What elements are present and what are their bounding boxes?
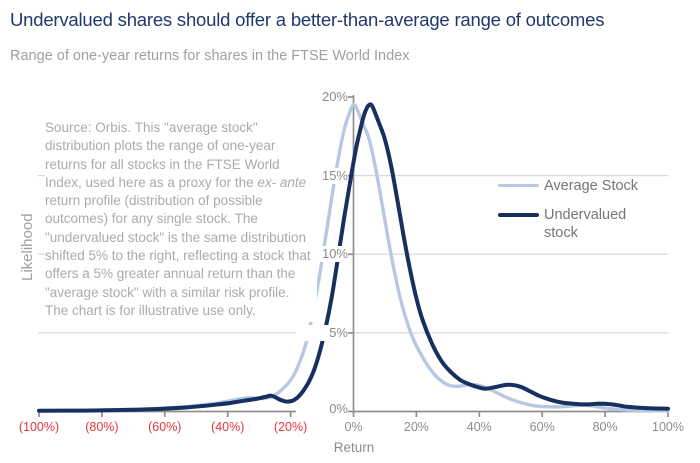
x-axis-title: Return [333,440,375,455]
x-tick-label: 20% [403,420,429,434]
undervalued-stock-legend-line [498,213,539,217]
page-title: Undervalued shares should offer a better… [10,9,605,30]
source-annotation: Source: Orbis. This "average stock" dist… [45,118,317,323]
x-tick-label: (40%) [211,420,245,434]
x-tick-label: 0% [344,420,363,434]
legend-entry-undervalued-stock: Undervalued stock [498,206,678,242]
x-tick-label: (60%) [148,420,182,434]
y-tick-label: 0% [296,400,348,417]
y-axis-title: Likelihood [19,213,36,281]
y-tick-label: 5% [296,324,348,341]
x-tick-label: 60% [529,420,555,434]
x-tick-label: (20%) [273,420,308,434]
x-tick-label: 100% [652,420,684,434]
legend: Average Stock Undervalued stock [498,177,678,253]
source-annotation-text-end: return profile (distribution of possible… [45,193,311,318]
average-stock-legend-line [498,184,539,188]
page-subtitle: Range of one-year returns for shares in … [10,48,410,64]
y-tick-label: 20% [296,89,348,105]
legend-entry-average-stock: Average Stock [498,177,678,195]
legend-label-average-stock: Average Stock [544,178,639,194]
x-tick-label: (100%) [18,420,60,434]
x-tick-label: 40% [466,420,492,434]
legend-label-undervalued-stock: Undervalued stock [544,207,627,241]
undervalued-stock-curve [37,102,670,413]
source-annotation-text: Source: Orbis. This "average stock" dist… [45,120,280,190]
x-tick-label: 80% [592,420,618,434]
x-tick-label: (80%) [85,420,119,434]
source-annotation-italic: ex- ante [257,174,307,190]
